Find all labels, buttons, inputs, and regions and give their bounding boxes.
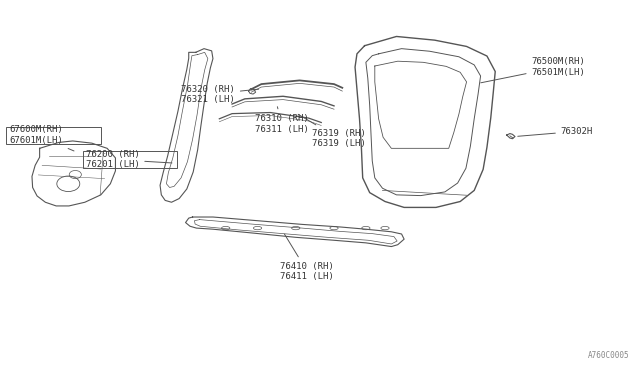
Text: 67600M(RH)
67601M(LH): 67600M(RH) 67601M(LH)	[9, 125, 74, 151]
Text: 76200 (RH)
76201 (LH): 76200 (RH) 76201 (LH)	[86, 150, 172, 169]
Text: 76500M(RH)
76501M(LH): 76500M(RH) 76501M(LH)	[481, 57, 586, 83]
Text: A760C0005: A760C0005	[588, 351, 629, 360]
Text: 76302H: 76302H	[518, 127, 593, 136]
Text: 76410 (RH)
76411 (LH): 76410 (RH) 76411 (LH)	[280, 234, 334, 281]
Text: 76310 (RH)
76311 (LH): 76310 (RH) 76311 (LH)	[255, 107, 308, 134]
Bar	[6, 126, 100, 144]
Text: 76319 (RH)
76319 (LH): 76319 (RH) 76319 (LH)	[298, 114, 366, 148]
Bar	[83, 151, 177, 168]
Text: 76320 (RH)
76321 (LH): 76320 (RH) 76321 (LH)	[181, 85, 259, 104]
